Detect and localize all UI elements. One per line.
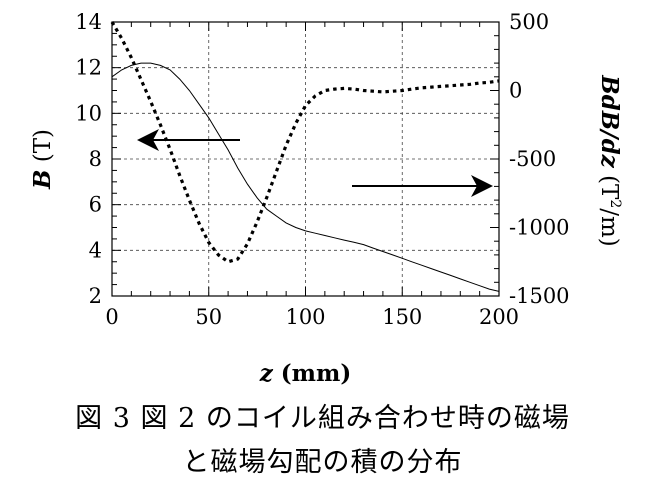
x-tick-label: 50 — [195, 305, 222, 329]
left-y-tick-label: 2 — [89, 284, 102, 308]
left-y-axis-variable: B — [29, 170, 56, 190]
right-y-axis-variable: BdB/dz — [596, 74, 623, 168]
left-y-tick-label: 12 — [75, 56, 102, 80]
plot-frame — [111, 21, 500, 297]
left-y-tick-label: 8 — [89, 147, 102, 171]
right-y-tick-label: 500 — [509, 10, 549, 34]
annotation-arrows — [137, 129, 493, 197]
grid-lines — [112, 22, 499, 296]
left-y-axis-unit: (T) — [30, 129, 56, 170]
right-y-tick-label: -500 — [509, 147, 556, 171]
left-y-tick-labels: 2 4 6 8 10 12 14 — [75, 10, 102, 308]
bdbdz-series-line — [110, 21, 500, 264]
left-y-tick-label: 4 — [89, 238, 102, 262]
b-field-series-line — [111, 62, 500, 292]
x-tick-label: 100 — [285, 305, 325, 329]
x-tick-label: 200 — [479, 305, 519, 329]
x-tick-label: 150 — [382, 305, 422, 329]
left-y-tick-label: 10 — [75, 101, 102, 125]
right-y-tick-labels: 500 0 -500 -1000 -1500 — [509, 10, 570, 308]
series-layer — [110, 21, 500, 292]
x-axis-variable: z — [259, 360, 274, 387]
left-arrow-head — [137, 129, 159, 151]
right-y-axis-unit: (T — [596, 168, 622, 200]
right-y-axis-unit-tail: /m) — [596, 208, 622, 247]
left-y-tick-label: 6 — [89, 193, 102, 217]
right-y-tick-label: -1500 — [509, 284, 570, 308]
x-tick-label: 0 — [105, 305, 118, 329]
right-y-tick-label: 0 — [509, 79, 522, 103]
right-y-tick-label: -1000 — [509, 216, 570, 240]
right-y-axis-unit-exponent: 2 — [607, 199, 623, 208]
x-axis-unit: (mm) — [273, 360, 351, 387]
figure-caption-line-2: と磁場勾配の積の分布 — [182, 447, 463, 478]
left-y-tick-label: 14 — [75, 10, 102, 34]
left-y-axis-label: B (T) — [29, 129, 56, 190]
right-y-axis-label: BdB/dz (T2/m) — [596, 74, 623, 247]
x-axis-label: z (mm) — [259, 360, 352, 387]
figure-caption-line-1: 図 3 図 2 のコイル組み合わせ時の磁場 — [75, 403, 570, 434]
x-tick-labels: 0 50 100 150 200 — [105, 305, 519, 329]
right-arrow-head — [471, 175, 493, 197]
